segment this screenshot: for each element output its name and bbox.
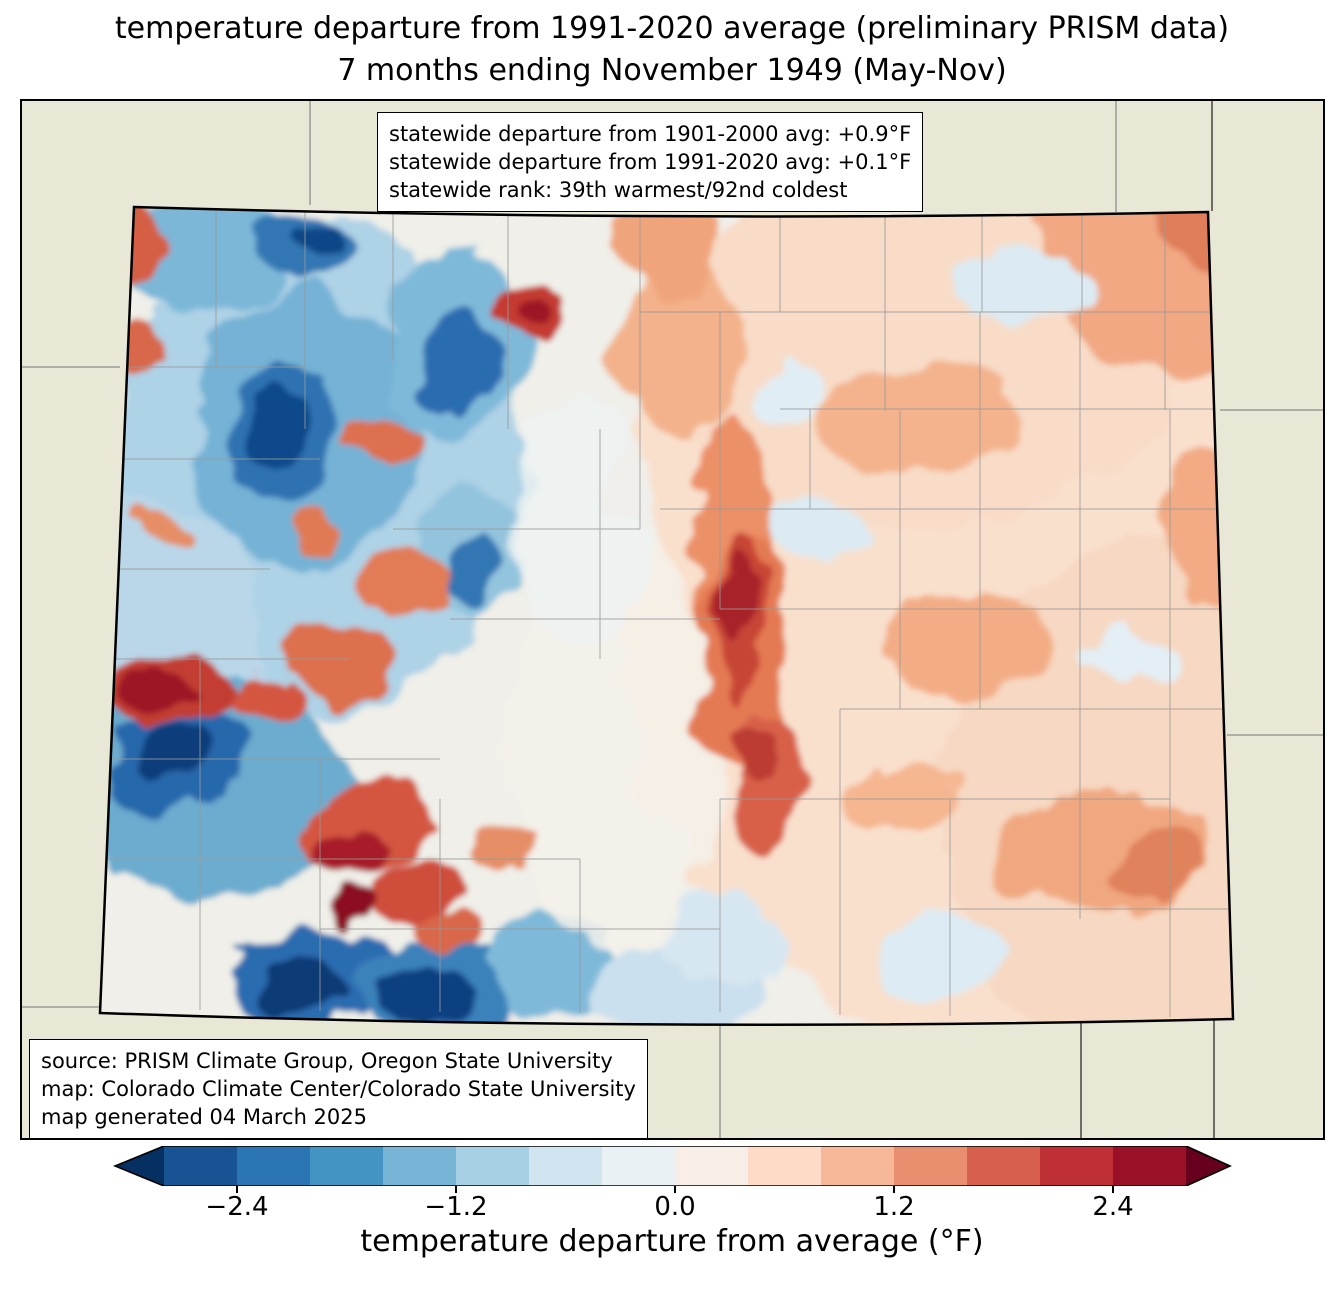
title-line-2: 7 months ending November 1949 (May-Nov) (337, 53, 1007, 88)
county-boundaries (102, 207, 1231, 1017)
colorbar-tickmark (236, 1186, 238, 1193)
stats-line-1: statewide departure from 1901-2000 avg: … (389, 122, 912, 146)
colorbar-tickmark (455, 1186, 457, 1193)
figure-title: temperature departure from 1991-2020 ave… (0, 8, 1344, 92)
state-border (98, 205, 1235, 1027)
source-annotation-box: source: PRISM Climate Group, Oregon Stat… (29, 1039, 648, 1140)
colorbar-tick-4: 2.4 (1092, 1192, 1134, 1222)
colorbar-axis-label: temperature departure from average (°F) (360, 1224, 984, 1259)
source-line-1: source: PRISM Climate Group, Oregon Stat… (41, 1049, 613, 1073)
colorbar-tickmark (1112, 1186, 1114, 1193)
neighbor-state-lines (21, 100, 1324, 1139)
map-canvas (20, 99, 1325, 1140)
colorbar-tickmark (674, 1186, 676, 1193)
colorbar-tick-0: −2.4 (205, 1192, 269, 1222)
stats-annotation-box: statewide departure from 1901-2000 avg: … (377, 112, 924, 213)
axes-frame (20, 99, 1325, 1140)
temperature-field (100, 207, 1233, 1025)
title-line-1: temperature departure from 1991-2020 ave… (114, 11, 1230, 46)
source-line-3: map generated 04 March 2025 (41, 1105, 368, 1130)
colorbar-tickmark (893, 1186, 895, 1193)
stats-line-3: statewide rank: 39th warmest/92nd coldes… (389, 178, 848, 203)
source-line-2: map: Colorado Climate Center/Colorado St… (41, 1077, 636, 1102)
colorbar-tick-2: 0.0 (654, 1192, 696, 1222)
colorbar-tick-1: −1.2 (424, 1192, 488, 1222)
stats-line-2: statewide departure from 1991-2020 avg: … (389, 150, 912, 175)
colorbar (113, 1146, 1232, 1186)
colorbar-tick-3: 1.2 (873, 1192, 915, 1222)
map-axes (20, 99, 1325, 1140)
